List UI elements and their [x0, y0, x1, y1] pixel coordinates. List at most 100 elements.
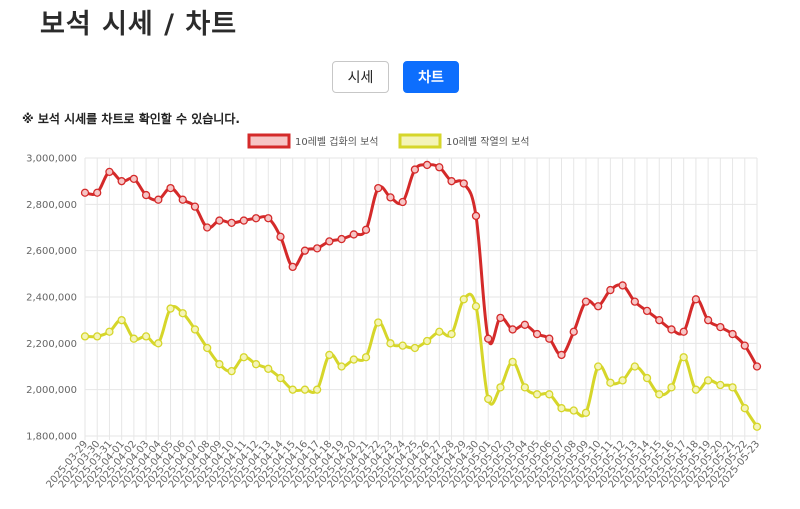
data-point-yellow	[581, 408, 591, 417]
data-point-yellow	[398, 341, 407, 350]
data-point-yellow	[154, 339, 163, 348]
data-point-yellow	[239, 353, 248, 362]
data-point-red	[325, 237, 334, 246]
data-point-yellow	[716, 380, 725, 390]
data-point-yellow	[251, 360, 261, 369]
data-point-red	[703, 316, 713, 325]
data-point-yellow	[80, 332, 90, 341]
data-point-yellow	[752, 422, 762, 431]
data-point-red	[227, 218, 236, 228]
data-point-red	[508, 325, 517, 334]
data-point-yellow	[166, 304, 175, 313]
data-point-red	[141, 190, 151, 200]
data-point-red	[520, 320, 530, 329]
data-point-yellow	[496, 383, 505, 392]
data-point-yellow	[93, 332, 102, 341]
data-point-yellow	[728, 383, 737, 392]
y-tick-label: 3,000,000	[26, 154, 77, 165]
data-point-yellow	[203, 343, 212, 353]
data-point-red	[398, 197, 407, 207]
data-point-yellow	[264, 364, 273, 373]
notice-text: ※ 보석 시세를 차트로 확인할 수 있습니다.	[22, 112, 240, 126]
data-point-red	[569, 327, 578, 336]
data-point-red	[312, 244, 322, 253]
data-point-yellow	[325, 350, 334, 360]
data-point-yellow	[129, 334, 139, 343]
data-point-red	[471, 211, 481, 221]
page-title: 보석 시세 / 차트	[40, 9, 238, 40]
data-point-yellow	[312, 385, 322, 394]
data-point-red	[386, 193, 395, 202]
data-point-red	[276, 232, 285, 241]
data-point-red	[264, 214, 273, 223]
data-point-yellow	[642, 373, 652, 383]
data-point-yellow	[655, 390, 664, 399]
data-point-red	[618, 281, 627, 290]
legend-swatch-red	[247, 133, 291, 149]
data-point-yellow	[141, 332, 151, 341]
y-tick-label: 2,400,000	[26, 293, 77, 304]
data-point-red	[215, 216, 224, 225]
data-point-red	[594, 302, 603, 311]
data-point-yellow	[190, 325, 200, 334]
data-point-yellow	[215, 360, 224, 369]
data-point-yellow	[545, 390, 554, 399]
data-point-red	[740, 341, 749, 350]
y-tick-label: 2,200,000	[26, 339, 77, 350]
legend-label-red: 10레벨 겁화의 보석	[295, 136, 378, 148]
data-point-red	[447, 177, 456, 186]
data-point-red	[557, 350, 566, 360]
data-point-yellow	[520, 383, 530, 392]
data-point-red	[129, 174, 139, 184]
chart-button[interactable]: 차트	[403, 61, 459, 93]
data-point-red	[581, 297, 591, 306]
data-point-red	[606, 285, 615, 295]
data-point-yellow	[630, 362, 639, 371]
y-tick-label: 2,600,000	[26, 246, 77, 257]
data-point-red	[154, 195, 163, 204]
y-tick-label: 2,800,000	[26, 200, 77, 211]
data-point-red	[532, 329, 542, 339]
data-point-red	[288, 262, 297, 272]
data-point-yellow	[276, 373, 285, 383]
data-point-red	[642, 306, 652, 316]
data-point-red	[728, 329, 737, 339]
legend-swatch-yellow	[398, 133, 442, 149]
series-line-red	[84, 163, 759, 368]
data-point-yellow	[508, 357, 517, 367]
data-point-red	[496, 313, 505, 323]
data-point-yellow	[178, 309, 187, 318]
data-point-red	[178, 195, 187, 204]
y-tick-label: 2,000,000	[26, 385, 77, 396]
y-tick-label: 1,800,000	[26, 432, 77, 443]
data-point-red	[459, 179, 468, 188]
data-point-red	[337, 234, 346, 244]
data-point-yellow	[459, 295, 468, 304]
data-point-yellow	[569, 406, 578, 415]
data-point-red	[251, 214, 261, 223]
data-point-red	[667, 325, 676, 334]
data-point-yellow	[117, 316, 126, 325]
data-point-yellow	[703, 376, 713, 385]
data-point-red	[105, 167, 114, 177]
data-point-yellow	[386, 339, 395, 348]
data-point-red	[630, 297, 639, 306]
data-point-yellow	[484, 394, 493, 404]
data-point-red	[166, 183, 175, 193]
data-point-yellow	[288, 385, 297, 394]
data-point-yellow	[435, 327, 444, 336]
data-point-yellow	[557, 404, 566, 413]
price-button[interactable]: 시세	[332, 61, 389, 93]
data-point-red	[435, 163, 444, 172]
data-point-yellow	[422, 336, 432, 346]
data-point-red	[349, 230, 358, 239]
data-point-yellow	[618, 376, 627, 385]
data-point-yellow	[740, 404, 749, 413]
data-point-red	[422, 160, 432, 170]
data-point-red	[203, 223, 212, 232]
data-point-yellow	[361, 353, 371, 362]
data-point-red	[374, 183, 383, 193]
data-point-yellow	[594, 362, 603, 371]
data-point-yellow	[471, 302, 481, 311]
